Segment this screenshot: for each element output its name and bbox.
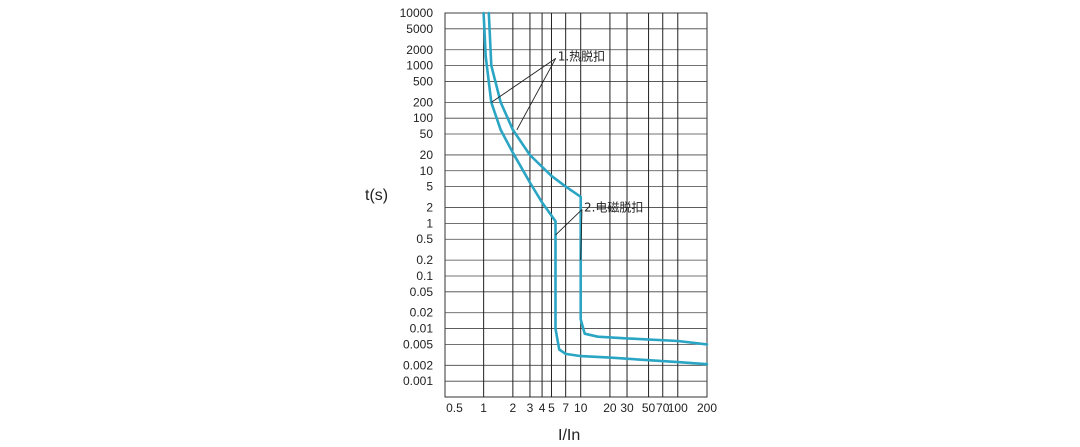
annotation-label-1: 1.热脱扣 <box>558 48 605 63</box>
y-tick-label: 0.2 <box>416 253 433 267</box>
x-tick-label: 7 <box>562 401 569 415</box>
y-tick-label: 10000 <box>400 6 434 20</box>
y-tick-label: 0.5 <box>416 232 433 246</box>
y-tick-label: 5000 <box>406 22 433 36</box>
y-tick-label: 10 <box>420 164 434 178</box>
y-tick-label: 200 <box>413 95 433 109</box>
y-tick-label: 5 <box>426 180 433 194</box>
annotation-label-2: 2.电磁脱扣 <box>584 200 643 215</box>
annotation-leader-line <box>491 57 556 103</box>
y-tick-label: 2 <box>426 201 433 215</box>
series-line-1 <box>482 11 709 366</box>
x-tick-label: 1 <box>480 401 487 415</box>
x-tick-label: 200 <box>697 401 717 415</box>
y-tick-label: 0.01 <box>410 322 434 336</box>
annotation-leader-line <box>580 209 583 261</box>
y-tick-label: 20 <box>420 148 434 162</box>
y-axis-label: t(s) <box>365 187 388 204</box>
y-tick-label: 0.02 <box>410 306 434 320</box>
x-tick-label: 50 <box>642 401 656 415</box>
x-tick-label: 70 <box>656 401 670 415</box>
annotation-leader-line <box>555 209 583 236</box>
y-tick-label: 0.1 <box>416 269 433 283</box>
x-tick-label: 3 <box>527 401 534 415</box>
x-axis-label: I/In <box>558 427 580 444</box>
y-tick-label: 1000 <box>406 59 433 73</box>
x-tick-label: 4 <box>539 401 546 415</box>
x-tick-label: 100 <box>668 401 688 415</box>
x-tick-label: 5 <box>548 401 555 415</box>
y-tick-label: 0.005 <box>403 337 433 351</box>
y-tick-label: 50 <box>420 127 434 141</box>
y-tick-label: 0.001 <box>403 374 433 388</box>
y-tick-label: 0.05 <box>410 285 434 299</box>
x-tick-label: 2 <box>510 401 517 415</box>
grid-lines <box>445 12 707 397</box>
series-lines <box>482 11 709 366</box>
y-tick-label: 500 <box>413 74 433 88</box>
x-tick-label: 20 <box>603 401 617 415</box>
annotations: 1.热脱扣 2.电磁脱扣 <box>491 48 643 261</box>
x-tick-label: 10 <box>574 401 588 415</box>
y-tick-label: 2000 <box>406 43 433 57</box>
x-tick-label: 0.5 <box>446 401 463 415</box>
annotation-leader-line <box>516 58 557 131</box>
series-line-2 <box>487 11 709 346</box>
x-tick-label: 30 <box>620 401 634 415</box>
y-tick-label: 1 <box>426 216 433 230</box>
y-tick-label: 100 <box>413 111 433 125</box>
y-tick-label: 0.002 <box>403 358 433 372</box>
